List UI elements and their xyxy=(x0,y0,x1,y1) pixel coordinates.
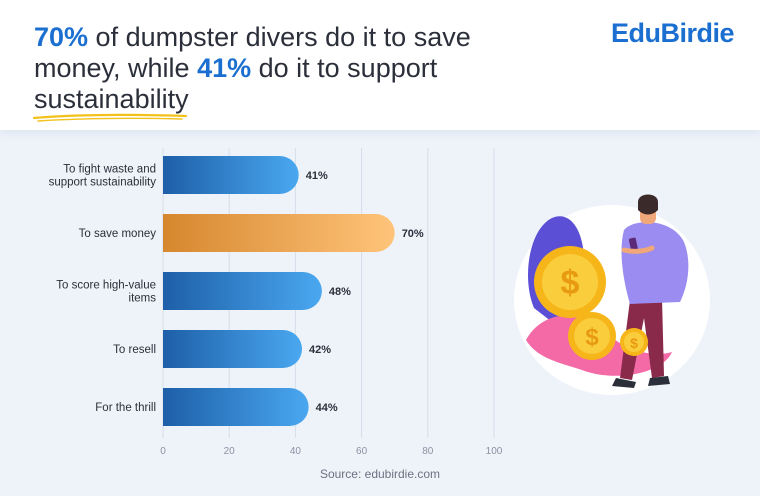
headline-underlined-word: sustainability xyxy=(32,84,189,122)
source-caption: Source: edubirdie.com xyxy=(319,467,441,481)
bar xyxy=(163,388,309,426)
bar-chart: 41% 70% 48% 42% 44% To fight waste andsuppor… xyxy=(49,148,503,457)
chart-bars: 41% 70% 48% 42% 44% xyxy=(163,156,424,426)
x-tick-label: 100 xyxy=(486,446,503,457)
svg-text:$: $ xyxy=(630,335,638,351)
yellow-underline-stroke xyxy=(32,113,188,122)
person-figure xyxy=(612,194,689,388)
category-label: items xyxy=(129,293,157,305)
svg-text:$: $ xyxy=(561,264,580,302)
category-label: To save money xyxy=(79,228,157,240)
bar-value-label: 44% xyxy=(316,402,338,414)
category-label: To score high-value xyxy=(56,280,156,292)
headline-percent-2: 41% xyxy=(197,53,252,83)
category-label: support sustainability xyxy=(49,177,157,189)
person-with-coins-illustration: $ $ $ xyxy=(514,194,710,395)
bar-value-label: 42% xyxy=(309,344,331,356)
bar-value-label: 48% xyxy=(329,286,351,298)
bar-value-label: 41% xyxy=(306,170,328,182)
headline-underlined-text: sustainability xyxy=(34,84,189,114)
headline-text-1: of dumpster divers do it to save money, … xyxy=(34,22,471,83)
category-label: To resell xyxy=(113,344,156,356)
headline: 70% of dumpster divers do it to save mon… xyxy=(32,22,554,122)
x-tick-label: 60 xyxy=(356,446,368,457)
bar xyxy=(163,272,322,310)
category-label: To fight waste and xyxy=(63,164,156,176)
bar xyxy=(163,156,299,194)
headline-text-2: do it to support xyxy=(251,53,438,83)
large-coin-icon: $ xyxy=(534,246,606,318)
bar xyxy=(163,330,303,368)
headline-percent-1: 70% xyxy=(34,22,89,52)
bar xyxy=(163,214,395,252)
x-tick-label: 40 xyxy=(290,446,302,457)
x-tick-label: 80 xyxy=(422,446,434,457)
edubirdie-logo[interactable]: EduBirdie xyxy=(610,18,735,48)
svg-text:$: $ xyxy=(585,324,599,351)
bar-value-label: 70% xyxy=(402,228,424,240)
chart-x-axis: 0 20 40 60 80 100 xyxy=(160,446,503,457)
x-tick-label: 0 xyxy=(160,446,166,457)
header-banner: 70% of dumpster divers do it to save mon… xyxy=(0,0,760,130)
small-coin-icon: $ xyxy=(620,328,648,356)
category-label: For the thrill xyxy=(95,402,156,414)
medium-coin-icon: $ xyxy=(568,312,616,360)
x-tick-label: 20 xyxy=(224,446,236,457)
